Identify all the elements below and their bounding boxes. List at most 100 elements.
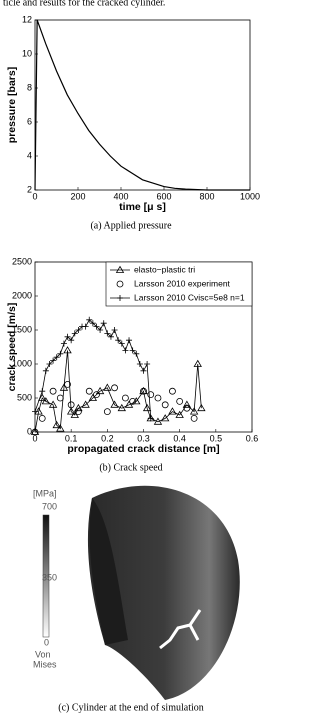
marker-circle bbox=[103, 408, 111, 416]
marker-plus bbox=[122, 347, 129, 354]
legend-label: elasto−plastic tri bbox=[134, 264, 195, 274]
cylinder-edge bbox=[89, 498, 128, 645]
marker-circle bbox=[49, 387, 57, 395]
x-tick-label: 600 bbox=[156, 191, 171, 201]
marker-plus bbox=[136, 361, 143, 367]
marker-plus bbox=[107, 333, 114, 340]
caption: (b) Crack speed bbox=[99, 462, 162, 473]
marker-circle bbox=[176, 397, 184, 405]
plot-frame bbox=[34, 19, 251, 191]
marker-circle bbox=[64, 380, 71, 388]
marker-triangle bbox=[66, 407, 76, 415]
series-line bbox=[34, 319, 152, 419]
x-tick-label: 400 bbox=[113, 191, 128, 201]
marker-plus bbox=[140, 367, 147, 374]
marker-triangle bbox=[70, 410, 79, 418]
marker-plus bbox=[60, 340, 67, 347]
marker-plus bbox=[111, 327, 118, 333]
marker-plus bbox=[82, 323, 89, 330]
marker-triangle bbox=[48, 400, 58, 408]
marker-plus bbox=[126, 337, 133, 344]
marker-triangle bbox=[197, 403, 206, 412]
page: {"header_text": "ticle and results for t… bbox=[3, 0, 261, 714]
marker-plus bbox=[115, 337, 122, 344]
marker-plus bbox=[86, 316, 93, 323]
y-axis-label: pressure [bars] bbox=[6, 67, 18, 143]
cylinder-figure: [MPa] 700 350 0 Von Mises (c) Cylinder a… bbox=[33, 485, 240, 713]
marker-plus bbox=[57, 350, 64, 357]
header-text: ticle and results for the cracked cylind… bbox=[3, 0, 165, 8]
y-tick-label: 1000 bbox=[12, 358, 32, 368]
legend-box bbox=[105, 261, 253, 307]
marker-circle bbox=[75, 408, 82, 416]
y-tick-label: 0 bbox=[27, 426, 32, 436]
x-tick-label: 0 bbox=[32, 433, 37, 443]
chart: 2 4 6 8 10 12 0 200 400 600 800 1000 time [μ s] press… bbox=[6, 14, 260, 231]
marker-plus bbox=[68, 337, 75, 344]
marker-plus bbox=[53, 354, 60, 361]
marker-triangle bbox=[41, 397, 51, 405]
marker-triangle bbox=[124, 400, 134, 408]
x-tick-label: 0 bbox=[32, 191, 37, 201]
marker-triangle bbox=[175, 410, 184, 418]
marker-plus bbox=[133, 350, 140, 357]
marker-plus bbox=[64, 333, 71, 340]
marker-plus bbox=[104, 330, 111, 337]
marker-triangle bbox=[34, 407, 43, 415]
figure-page: ticle and results for the cracked cylind… bbox=[3, 0, 260, 713]
colorbar-tick: 0 bbox=[44, 637, 49, 647]
marker-circle bbox=[85, 387, 93, 395]
y-tick-label: 4 bbox=[27, 150, 32, 160]
marker-circle bbox=[93, 391, 100, 399]
marker-triangle bbox=[56, 424, 65, 432]
x-tick-label: 0.3 bbox=[137, 433, 150, 443]
x-tick-label: 0.1 bbox=[65, 433, 78, 443]
crack bbox=[159, 609, 202, 650]
marker-triangle bbox=[110, 400, 119, 408]
marker-circle bbox=[129, 397, 137, 405]
marker-plus bbox=[46, 361, 53, 367]
marker-circle bbox=[116, 280, 124, 288]
legend-label: Larsson 2010 Cvisc=5e8 n=1 bbox=[134, 292, 245, 302]
marker-plus bbox=[147, 415, 154, 422]
y-tick-label: 6 bbox=[27, 116, 32, 126]
x-tick-label: 0.6 bbox=[246, 433, 259, 443]
marker-plus bbox=[93, 323, 100, 330]
marker-triangle bbox=[142, 403, 152, 412]
marker-triangle bbox=[95, 386, 105, 395]
marker-plus bbox=[129, 347, 136, 354]
colorbar-label: Von bbox=[35, 649, 51, 659]
legend-label: Larsson 2010 experiment bbox=[134, 278, 231, 288]
marker-plus bbox=[144, 361, 151, 367]
marker-circle bbox=[183, 404, 191, 412]
marker-triangle bbox=[168, 407, 177, 415]
marker-plus bbox=[118, 340, 125, 347]
y-tick-label: 1500 bbox=[12, 324, 32, 334]
caption: (c) Cylinder at the end of simulation bbox=[58, 702, 204, 713]
marker-triangle bbox=[182, 400, 192, 408]
y-tick-label: 2500 bbox=[12, 256, 32, 266]
marker-triangle bbox=[52, 420, 61, 429]
series-line bbox=[34, 350, 202, 433]
series-line bbox=[34, 19, 250, 191]
marker-plus bbox=[75, 327, 82, 333]
cylinder-shape bbox=[87, 485, 240, 700]
x-tick-label: 1000 bbox=[240, 191, 260, 201]
chart: 0 500 1000 1500 2000 2500 0 0.1 0.2 0.3 0.4 0.5 0.6 p… bbox=[6, 256, 258, 473]
marker-circle bbox=[190, 414, 198, 422]
y-tick-label: 8 bbox=[27, 82, 32, 92]
marker-triangle bbox=[81, 400, 90, 408]
y-tick-label: 2 bbox=[27, 184, 32, 194]
y-tick-label: 10 bbox=[22, 48, 32, 58]
marker-triangle bbox=[161, 414, 170, 422]
marker-triangle bbox=[189, 407, 199, 415]
marker-circle bbox=[111, 384, 118, 392]
marker-circle bbox=[56, 394, 64, 402]
marker-plus bbox=[89, 320, 96, 327]
x-tick-label: 0.5 bbox=[210, 433, 223, 443]
x-tick-label: 800 bbox=[199, 191, 214, 201]
y-axis-label: crack speed [m/s] bbox=[6, 303, 18, 392]
colorbar-tick: 700 bbox=[42, 501, 57, 511]
marker-triangle bbox=[153, 417, 163, 425]
marker-plus bbox=[117, 295, 123, 301]
